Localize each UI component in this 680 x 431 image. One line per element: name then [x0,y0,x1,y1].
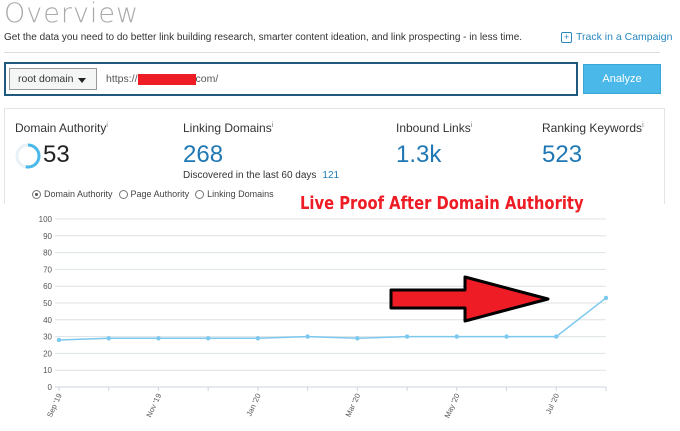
url-prefix: https:// [106,73,138,85]
url-input[interactable]: https:// com/ [106,73,218,85]
x-tick-label: Mar '20 [344,392,363,418]
page-title: Overview [4,0,140,29]
series-line [58,297,607,341]
radio-label: Page Authority [130,189,190,199]
divider [4,52,660,53]
page-subtitle: Get the data you need to do better link … [4,32,523,43]
radio-linking-domains[interactable]: Linking Domains [195,189,274,199]
info-icon[interactable]: i [106,122,108,129]
scope-dropdown[interactable]: root domain [9,68,97,90]
y-tick-label: 50 [43,299,52,308]
redacted-domain [137,73,196,85]
data-point [205,336,211,341]
y-tick-label: 90 [43,232,52,241]
scope-value: root domain [18,73,74,85]
da-line-chart: 0 10 20 30 40 50 60 70 80 90 100 Sep '19 Nov '19 Jan … [39,215,609,419]
discovered-label: Discovered in the last 60 days [183,170,317,181]
track-label: Track in a Campaign [576,31,673,43]
stat-domain-authority: Domain Authorityi 53 [15,121,108,169]
x-tick-label: Jan '20 [244,392,262,418]
y-tick-label: 20 [43,349,52,358]
data-point [56,337,62,343]
da-ring [15,143,41,169]
data-point [603,295,609,301]
info-icon[interactable]: i [642,122,644,129]
x-tick-label: Sep '19 [45,392,64,419]
analyze-button[interactable]: Analyze [583,64,661,94]
metric-radio-group: Domain Authority Page Authority Linking … [32,189,274,199]
radio-domain-authority[interactable]: Domain Authority [32,189,113,199]
data-point [106,336,111,341]
data-point [504,334,509,339]
url-suffix: com/ [195,73,219,85]
stat-inbound-links: Inbound Linksi 1.3k [396,121,472,169]
y-tick-label: 100 [39,215,53,224]
radio-label: Linking Domains [207,189,274,199]
info-icon[interactable]: i [271,122,274,129]
data-point [156,336,161,341]
y-tick-label: 10 [43,366,52,375]
caret-down-icon [78,78,86,83]
y-tick-label: 70 [43,265,52,274]
data-point [454,334,460,339]
stats-panel: Domain Authorityi 53 Linking Domainsi 26… [4,108,665,204]
y-tick-label: 40 [43,316,52,325]
arrow-right-icon [389,275,550,323]
data-point [305,334,310,339]
data-point [404,334,410,339]
annotation-text: Live Proof After Domain Authority [300,193,584,214]
info-icon[interactable]: i [470,122,473,129]
y-tick-label: 60 [43,282,52,291]
stat-value: 268 [183,141,224,168]
x-tick-label: Jul '20 [544,392,561,415]
plus-icon: + [561,31,572,43]
y-tick-label: 30 [43,333,52,342]
discovered-value[interactable]: 121 [322,170,340,181]
stat-label: Ranking Keywords [542,121,643,135]
y-tick-label: 0 [48,383,53,392]
y-tick-label: 80 [43,249,52,258]
stat-linking-domains: Linking Domainsi 268 Discovered in the l… [183,121,339,181]
x-tick-label: Nov '19 [144,392,163,419]
stat-value: 53 [43,141,70,168]
data-point [355,336,360,341]
search-bar: root domain https:// com/ [4,62,578,96]
track-campaign-link[interactable]: + Track in a Campaign [561,31,672,43]
stat-ranking-keywords: Ranking Keywordsi 523 [542,121,644,169]
stat-value: 523 [542,141,583,168]
stat-value: 1.3k [396,141,442,168]
radio-page-authority[interactable]: Page Authority [118,189,190,199]
radio-label: Domain Authority [44,189,113,199]
stat-label: Domain Authority [15,121,107,135]
data-point [554,334,559,339]
data-point [255,336,261,341]
stat-label: Inbound Links [396,121,471,135]
x-tick-label: May '20 [442,392,461,419]
stat-label: Linking Domains [183,121,272,135]
